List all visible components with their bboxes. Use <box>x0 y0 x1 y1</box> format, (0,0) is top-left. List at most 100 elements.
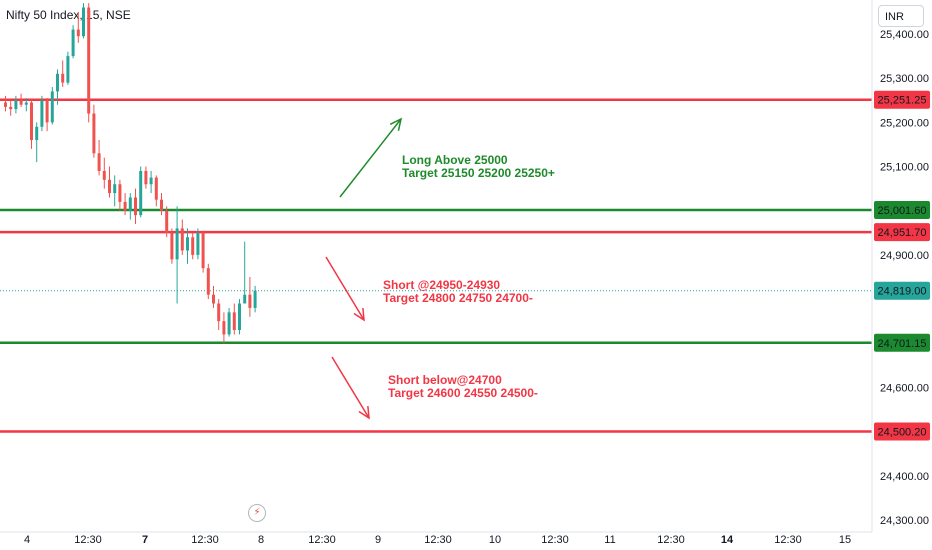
candle-body <box>113 184 117 194</box>
x-tick-label: 9 <box>375 534 381 546</box>
candle-body <box>92 113 96 154</box>
candle-body <box>222 321 226 335</box>
candle-body <box>160 199 163 211</box>
level-badge <box>874 422 930 441</box>
x-tick-label: 12:30 <box>308 534 336 546</box>
candle-body <box>108 179 111 194</box>
candle-body <box>238 303 241 331</box>
candle-body <box>144 170 148 185</box>
candle-body <box>232 312 236 331</box>
time-axis: 4 12:30 7 12:30 8 12:30 9 12:30 10 12:30 11 12:30 14… <box>0 531 872 546</box>
candle-body <box>175 228 179 260</box>
level-badge-label: 25,251.25 <box>878 95 927 107</box>
y-tick-label: 25,400.00 <box>880 29 929 41</box>
candle-body <box>14 100 18 110</box>
candle-body <box>76 29 80 37</box>
candle-body <box>170 232 174 260</box>
annotation-line2: Target 24800 24750 24700- <box>383 291 533 305</box>
candle-body <box>66 56 70 83</box>
candle-body <box>253 290 257 308</box>
x-tick-label: 14 <box>721 534 734 546</box>
candle-body <box>50 91 54 123</box>
x-tick-label: 12:30 <box>74 534 102 546</box>
annotation-line2: Target 24600 24550 24500- <box>388 386 538 400</box>
candle-body <box>9 106 13 110</box>
level-badge <box>874 223 930 242</box>
candle-body <box>24 102 28 105</box>
candles <box>4 3 257 344</box>
candle-body <box>45 100 49 123</box>
price-axis: 25,400.00 25,300.00 25,200.00 25,100.00 24,9… <box>871 0 929 532</box>
currency-selector[interactable]: INR <box>878 5 924 27</box>
arrow-shaft <box>339 118 402 198</box>
candle-body <box>139 170 143 216</box>
x-tick-label: 12:30 <box>424 534 452 546</box>
x-tick-label: 12:30 <box>657 534 685 546</box>
x-tick-label: 7 <box>142 534 148 546</box>
candle-body <box>71 29 75 57</box>
annotation-line1: Short below@24700 <box>388 373 502 387</box>
candle-body <box>123 201 127 211</box>
annotation-line2: Target 25150 25200 25250+ <box>402 166 555 180</box>
candle-body <box>227 312 231 335</box>
y-tick-label: 25,200.00 <box>880 117 929 129</box>
arrow-head <box>353 307 365 322</box>
y-tick-label: 24,900.00 <box>880 250 929 262</box>
candle-body <box>35 126 39 141</box>
candle-body <box>134 197 137 216</box>
y-tick-label: 25,300.00 <box>880 73 929 85</box>
arrow-head <box>389 117 403 131</box>
y-tick-label: 24,400.00 <box>880 471 929 483</box>
level-badge <box>874 333 930 352</box>
lightning-icon[interactable]: ⚡ <box>248 504 266 522</box>
current-price-label: 24,819.00 <box>878 286 927 298</box>
level-lines <box>0 98 872 433</box>
candle-body <box>196 232 200 255</box>
candle-body <box>154 177 158 200</box>
x-tick-label: 12:30 <box>541 534 569 546</box>
candle-body <box>87 7 91 114</box>
candle-body <box>243 294 247 304</box>
level-badge-label: 24,951.70 <box>878 227 927 239</box>
y-tick-label: 24,600.00 <box>880 382 929 394</box>
candle-body <box>30 102 33 141</box>
price-badges: 25,251.25 25,001.60 24,951.70 24,701.15 24,5… <box>874 90 930 441</box>
candle-body <box>19 100 23 105</box>
candle-body <box>4 102 7 107</box>
candle-body <box>186 237 189 251</box>
level-badge-label: 24,701.15 <box>878 338 927 350</box>
candle-body <box>40 100 44 127</box>
candle-body <box>201 232 205 269</box>
x-tick-label: 8 <box>258 534 264 546</box>
x-tick-label: 15 <box>839 534 851 546</box>
annotation-line1: Long Above 25000 <box>402 153 508 167</box>
x-tick-label: 12:30 <box>774 534 802 546</box>
level-badge <box>874 201 930 220</box>
candle-body <box>61 73 65 83</box>
annotation-line1: Short @24950-24930 <box>383 278 500 292</box>
x-tick-label: 11 <box>604 534 615 546</box>
candle-body <box>180 228 184 251</box>
candle-body <box>212 294 215 304</box>
candle-body <box>128 197 132 211</box>
arrow-head <box>358 405 370 420</box>
arrow-shaft <box>325 256 365 321</box>
symbol-title[interactable]: Nifty 50 Index, 15, NSE <box>6 8 131 22</box>
level-badge-label: 24,500.20 <box>878 427 927 439</box>
x-tick-label: 10 <box>489 534 501 546</box>
candle-body <box>206 268 210 295</box>
candle-body <box>118 184 122 202</box>
candle-body <box>56 73 59 92</box>
candle-body <box>149 177 153 185</box>
candle-body <box>248 294 252 308</box>
level-badge <box>874 90 930 109</box>
x-tick-label: 4 <box>24 534 30 546</box>
y-tick-label: 25,100.00 <box>880 162 929 174</box>
y-tick-label: 24,300.00 <box>880 515 929 527</box>
candle-body <box>165 210 169 233</box>
level-badge-label: 25,001.60 <box>878 205 927 217</box>
x-tick-label: 12:30 <box>191 534 219 546</box>
current-price-badge <box>874 281 930 300</box>
